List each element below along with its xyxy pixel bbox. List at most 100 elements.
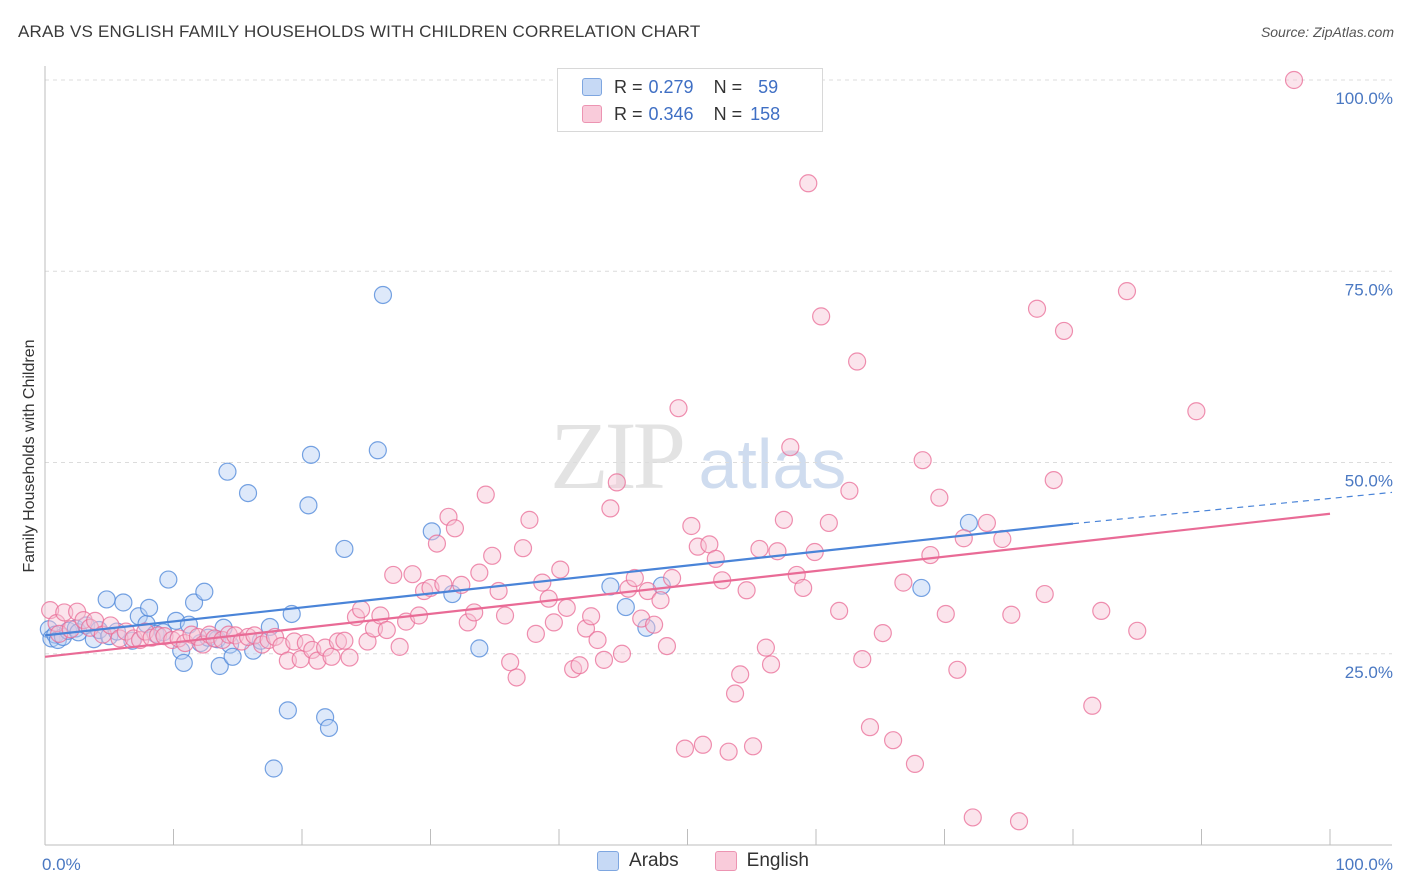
data-point-english xyxy=(285,632,304,651)
data-point-english xyxy=(860,718,880,737)
data-point-english xyxy=(526,624,545,643)
y-tick-label: 50.0% xyxy=(1345,472,1393,491)
y-tick-label: 75.0% xyxy=(1345,280,1393,299)
y-axis-title: Family Households with Children xyxy=(21,340,38,573)
data-point-english xyxy=(625,568,644,588)
data-point-english xyxy=(750,539,769,559)
data-point-arabs xyxy=(301,445,321,464)
legend-row-english: R = 0.346 N = 158 xyxy=(582,101,780,127)
x-tick-label: 100.0% xyxy=(1335,855,1393,874)
data-point-english xyxy=(657,636,677,656)
legend-swatch-english xyxy=(582,105,602,123)
data-point-english xyxy=(495,606,515,625)
trend-line-english xyxy=(44,512,1331,658)
trend-line-arabs-extension xyxy=(1072,491,1393,525)
data-point-english xyxy=(799,174,818,193)
data-point-english xyxy=(384,565,403,585)
data-point-english xyxy=(883,731,903,750)
data-point-english xyxy=(819,513,838,533)
data-point-english xyxy=(445,519,465,538)
data-point-english xyxy=(651,591,670,610)
data-point-english xyxy=(403,565,422,584)
data-point-english xyxy=(582,607,601,626)
data-point-arabs xyxy=(159,570,178,589)
chart-title: ARAB VS ENGLISH FAMILY HOUSEHOLDS WITH C… xyxy=(18,22,701,41)
grid-lines xyxy=(45,79,1392,655)
legend-label-arabs: Arabs xyxy=(629,850,679,871)
data-point-english xyxy=(544,613,563,632)
data-point-english xyxy=(340,648,359,667)
data-point-arabs xyxy=(368,441,387,460)
data-point-english xyxy=(873,623,892,643)
data-point-english xyxy=(1284,70,1304,90)
axes xyxy=(44,66,1392,846)
data-point-arabs xyxy=(316,708,335,727)
data-point-english xyxy=(688,537,707,556)
data-point-english xyxy=(682,516,701,536)
legend-item-arabs[interactable]: Arabs xyxy=(597,850,679,872)
data-point-english xyxy=(390,637,409,656)
data-point-english xyxy=(731,665,750,684)
data-point-english xyxy=(1092,601,1111,621)
data-point-arabs xyxy=(470,639,489,658)
data-point-english xyxy=(377,620,396,640)
data-point-english xyxy=(693,735,713,754)
data-point-english xyxy=(612,644,632,663)
data-point-arabs xyxy=(299,496,318,515)
data-point-english xyxy=(439,507,458,526)
data-point-arabs xyxy=(238,484,258,503)
data-point-english xyxy=(296,633,315,653)
data-point-english xyxy=(725,684,745,703)
y-tick-label: 25.0% xyxy=(1345,663,1393,682)
data-point-english xyxy=(557,598,576,617)
data-point-english xyxy=(894,573,913,592)
data-point-english xyxy=(812,307,831,326)
watermark-atlas: atlas xyxy=(698,425,847,503)
data-point-english xyxy=(913,451,932,470)
data-point-english xyxy=(853,650,872,669)
legend-r-value: 0.346 xyxy=(648,103,694,124)
trend-lines xyxy=(44,491,1393,658)
data-point-english xyxy=(1027,299,1047,318)
legend-item-english[interactable]: English xyxy=(714,850,809,872)
data-point-arabs xyxy=(97,590,116,609)
data-point-english xyxy=(830,601,849,621)
data-point-english xyxy=(905,754,925,774)
data-point-arabs xyxy=(223,647,242,666)
data-point-english xyxy=(507,668,526,687)
data-point-arabs xyxy=(218,462,237,481)
data-point-english xyxy=(840,481,859,500)
legend-label-english: English xyxy=(746,850,809,871)
data-point-english xyxy=(921,545,940,565)
data-point-english xyxy=(1009,812,1029,831)
data-point-english xyxy=(954,529,973,548)
data-point-english xyxy=(977,513,997,533)
data-point-english xyxy=(669,399,688,418)
data-point-arabs xyxy=(319,718,339,738)
legend-r-label: R = xyxy=(614,76,643,97)
data-point-english xyxy=(662,568,682,588)
data-point-english xyxy=(335,631,354,650)
data-point-english xyxy=(588,630,607,650)
source-credit: Source: ZipAtlas.com xyxy=(1260,24,1394,40)
data-point-english xyxy=(936,604,955,624)
data-point-english xyxy=(55,603,74,622)
data-point-english xyxy=(570,656,589,675)
data-point-arabs xyxy=(373,285,393,305)
data-point-english xyxy=(1054,321,1074,341)
legend-swatch-arabs xyxy=(582,78,602,96)
data-point-english xyxy=(458,613,477,632)
data-point-english xyxy=(601,499,620,518)
data-point-arabs xyxy=(278,701,297,720)
data-point-english xyxy=(675,739,695,758)
legend-r-value: 0.279 xyxy=(648,76,694,97)
data-point-english xyxy=(963,808,982,827)
data-point-english xyxy=(761,655,781,674)
data-point-english xyxy=(483,546,502,565)
legend-n-label: N = xyxy=(713,76,743,97)
data-point-english xyxy=(1187,402,1206,421)
legend-r-label: R = xyxy=(614,103,643,124)
data-point-arabs xyxy=(912,578,931,598)
data-point-arabs xyxy=(139,598,159,617)
